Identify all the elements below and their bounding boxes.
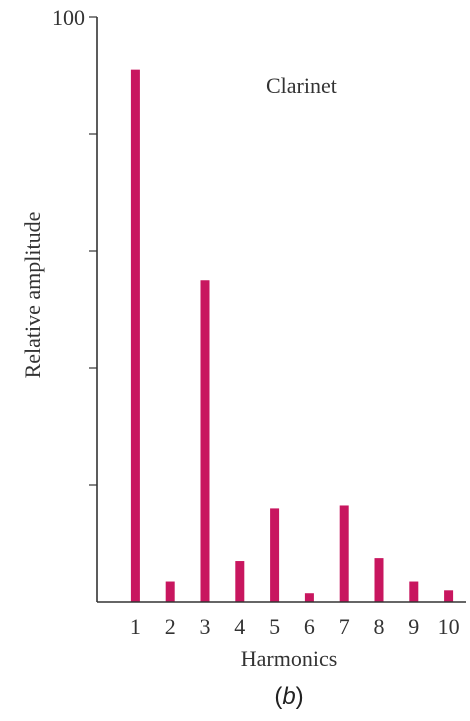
x-tick-labels: 1 2 3 4 5 6 7 8 9 10: [130, 614, 460, 639]
y-axis-title: Relative amplitude: [20, 212, 45, 379]
panel-label-letter: b: [282, 683, 295, 710]
panel-label-close-paren: ): [296, 683, 304, 710]
bar-harmonic-5: [270, 508, 280, 602]
x-tick-label: 6: [304, 614, 315, 639]
bar-harmonic-4: [235, 561, 245, 602]
bars-layer: [130, 69, 454, 602]
x-tick-label: 4: [234, 614, 245, 639]
bar-harmonic-6: [304, 593, 314, 602]
x-tick-label: 9: [408, 614, 419, 639]
chart-annotation: Clarinet: [266, 73, 337, 98]
bar-harmonic-3: [200, 280, 210, 602]
x-tick-label: 3: [200, 614, 211, 639]
x-tick-label: 7: [339, 614, 350, 639]
y-tick-label: 100: [52, 5, 85, 30]
x-tick-label: 8: [374, 614, 385, 639]
bar-harmonic-2: [165, 581, 175, 602]
panel-label-open-paren: (: [274, 683, 282, 710]
x-tick-label: 10: [438, 614, 460, 639]
x-tick-label: 2: [165, 614, 176, 639]
bar-harmonic-7: [339, 505, 349, 602]
panel-label: (b): [274, 683, 303, 710]
x-tick-label: 1: [130, 614, 141, 639]
bar-harmonic-10: [444, 590, 454, 602]
axes-layer: [96, 17, 466, 603]
y-ticks: 100: [52, 5, 97, 486]
bar-harmonic-9: [409, 581, 419, 602]
x-tick-label: 5: [269, 614, 280, 639]
x-axis-title: Harmonics: [241, 646, 338, 671]
bar-harmonic-8: [374, 558, 384, 602]
bar-harmonic-1: [130, 69, 140, 602]
